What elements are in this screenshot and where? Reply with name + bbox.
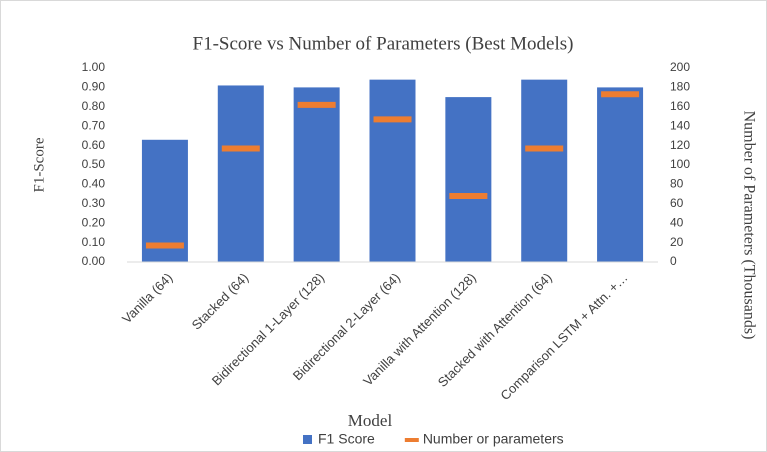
bar [597, 87, 644, 263]
y-axis-title: F1-Score [31, 137, 47, 192]
y2-tick-label: 140 [670, 118, 690, 132]
bar [293, 87, 340, 263]
y-tick-label: 1.00 [82, 60, 106, 74]
legend-swatch [303, 435, 312, 444]
y-tick-label: 0.10 [82, 235, 106, 249]
legend-label: Number or parameters [423, 431, 564, 447]
y2-tick-label: 120 [670, 138, 690, 152]
y-tick-label: 0.00 [82, 254, 106, 268]
legend-label: F1 Score [318, 431, 375, 447]
x-axis-title: Model [348, 411, 393, 430]
y2-tick-label: 160 [670, 99, 690, 113]
y-tick-label: 0.40 [82, 177, 106, 191]
y-tick-label: 0.90 [82, 80, 106, 94]
chart-title: F1-Score vs Number of Parameters (Best M… [193, 33, 574, 54]
bar [521, 79, 568, 262]
y2-tick-label: 40 [670, 215, 684, 229]
y2-axis-title: Number of Parameters (Thousands) [740, 111, 757, 340]
y-tick-label: 0.50 [82, 157, 106, 171]
y-tick-label: 0.80 [82, 99, 106, 113]
y2-tick-label: 200 [670, 60, 690, 74]
y-tick-label: 0.30 [82, 196, 106, 210]
bar [369, 79, 416, 262]
y2-tick-label: 20 [670, 235, 684, 249]
y2-tick-label: 60 [670, 196, 684, 210]
y2-tick-label: 100 [670, 157, 690, 171]
y-tick-label: 0.70 [82, 118, 106, 132]
y-tick-label: 0.60 [82, 138, 106, 152]
y-tick-label: 0.20 [82, 215, 106, 229]
y2-tick-label: 180 [670, 80, 690, 94]
bar [445, 97, 492, 262]
bar [217, 85, 264, 263]
bar [141, 139, 188, 262]
y2-tick-label: 80 [670, 177, 684, 191]
y2-tick-label: 0 [670, 254, 677, 268]
